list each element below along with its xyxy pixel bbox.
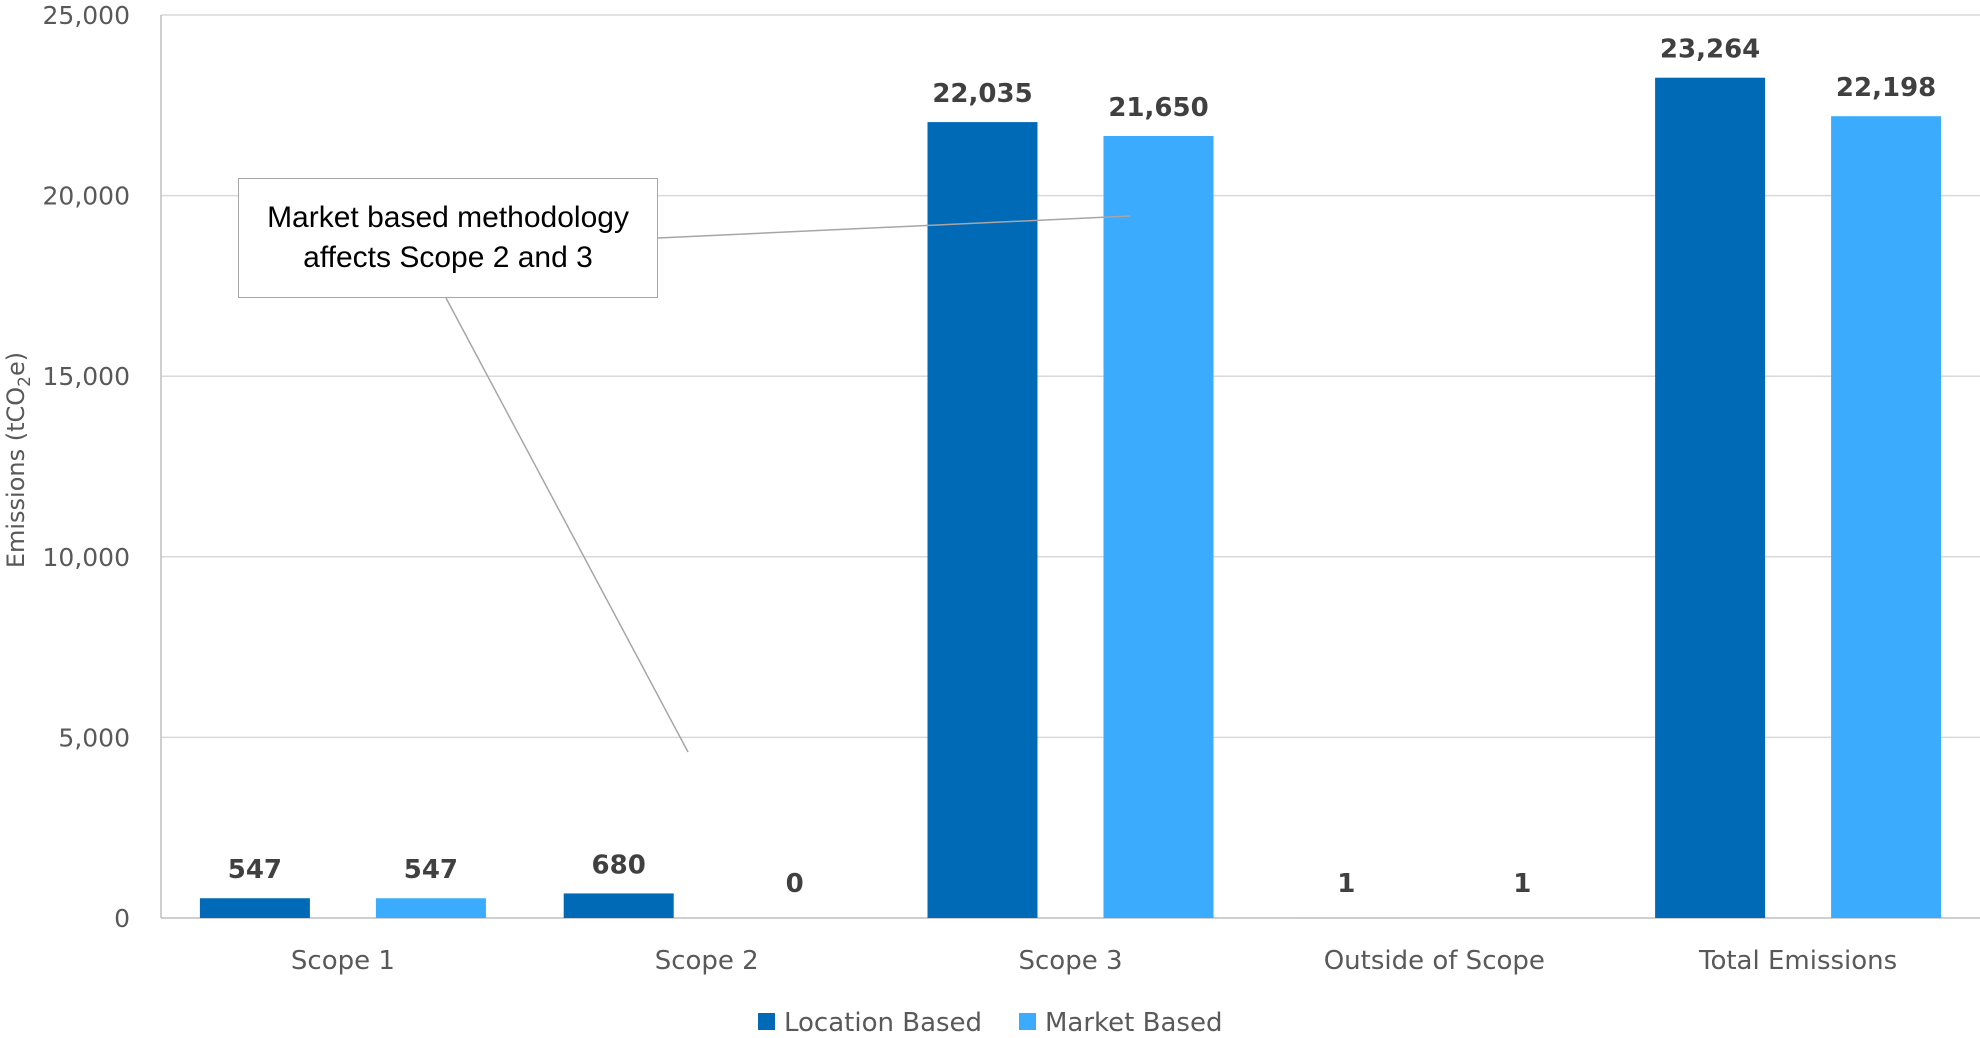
- data-labels: 547 547 680 0 22,035 21,650 1 1 23,264 22,198: [228, 35, 1937, 899]
- annotation-line-1: Market based methodology: [267, 201, 629, 234]
- annotation-callout: Market based methodology affects Scope 2…: [238, 178, 658, 298]
- legend-swatch: [758, 1013, 775, 1030]
- bar-market-2: [1103, 136, 1214, 918]
- category-labels: Scope 1 Scope 2 Scope 3 Outside of Scope Tot…: [291, 946, 1897, 976]
- y-axis-title: Emissions (tCO2e): [2, 352, 35, 568]
- legend-swatch: [1019, 1013, 1036, 1030]
- data-label: 1: [1513, 869, 1531, 899]
- bar-location-2: [927, 122, 1038, 918]
- data-label: 21,650: [1108, 93, 1208, 123]
- y-tick-label: 5,000: [58, 723, 130, 752]
- legend-label: Market Based: [1045, 1008, 1222, 1038]
- data-label: 22,035: [932, 79, 1032, 109]
- category-label: Outside of Scope: [1324, 946, 1545, 976]
- bar-location-4: [1655, 77, 1766, 918]
- y-tick-labels: 0 5,000 10,000 15,000 20,000 25,000: [43, 1, 130, 933]
- data-label: 680: [592, 850, 646, 880]
- category-label: Scope 3: [1018, 946, 1122, 976]
- y-axis-title-subscript: 2: [15, 376, 35, 387]
- y-axis-title-prefix: Emissions (tCO: [2, 387, 30, 568]
- category-label: Scope 2: [655, 946, 759, 976]
- data-label: 0: [786, 869, 804, 899]
- y-tick-label: 20,000: [43, 182, 130, 211]
- leader-line-scope-3: [657, 215, 1131, 239]
- annotation-leader-lines: [445, 215, 1131, 753]
- data-label: 547: [404, 855, 458, 885]
- y-tick-label: 0: [114, 904, 130, 933]
- data-label: 22,198: [1836, 73, 1936, 103]
- data-label: 547: [228, 855, 282, 885]
- category-label: Total Emissions: [1698, 946, 1897, 976]
- leader-line-scope-2: [445, 297, 689, 753]
- bar-market-0: [375, 898, 486, 918]
- data-label: 1: [1337, 869, 1355, 899]
- category-label: Scope 1: [291, 946, 395, 976]
- y-tick-label: 15,000: [43, 362, 130, 391]
- annotation-line-2: affects Scope 2 and 3: [303, 241, 593, 274]
- bars: [199, 77, 1942, 918]
- bar-location-1: [563, 893, 674, 918]
- legend-label: Location Based: [784, 1008, 982, 1038]
- bar-market-4: [1831, 116, 1942, 918]
- y-tick-label: 25,000: [43, 1, 130, 30]
- y-tick-label: 10,000: [43, 543, 130, 572]
- bar-location-0: [199, 898, 310, 918]
- y-axis-title-suffix: e): [2, 352, 30, 376]
- legend: Location Based Market Based: [758, 1008, 1222, 1038]
- data-label: 23,264: [1660, 35, 1760, 65]
